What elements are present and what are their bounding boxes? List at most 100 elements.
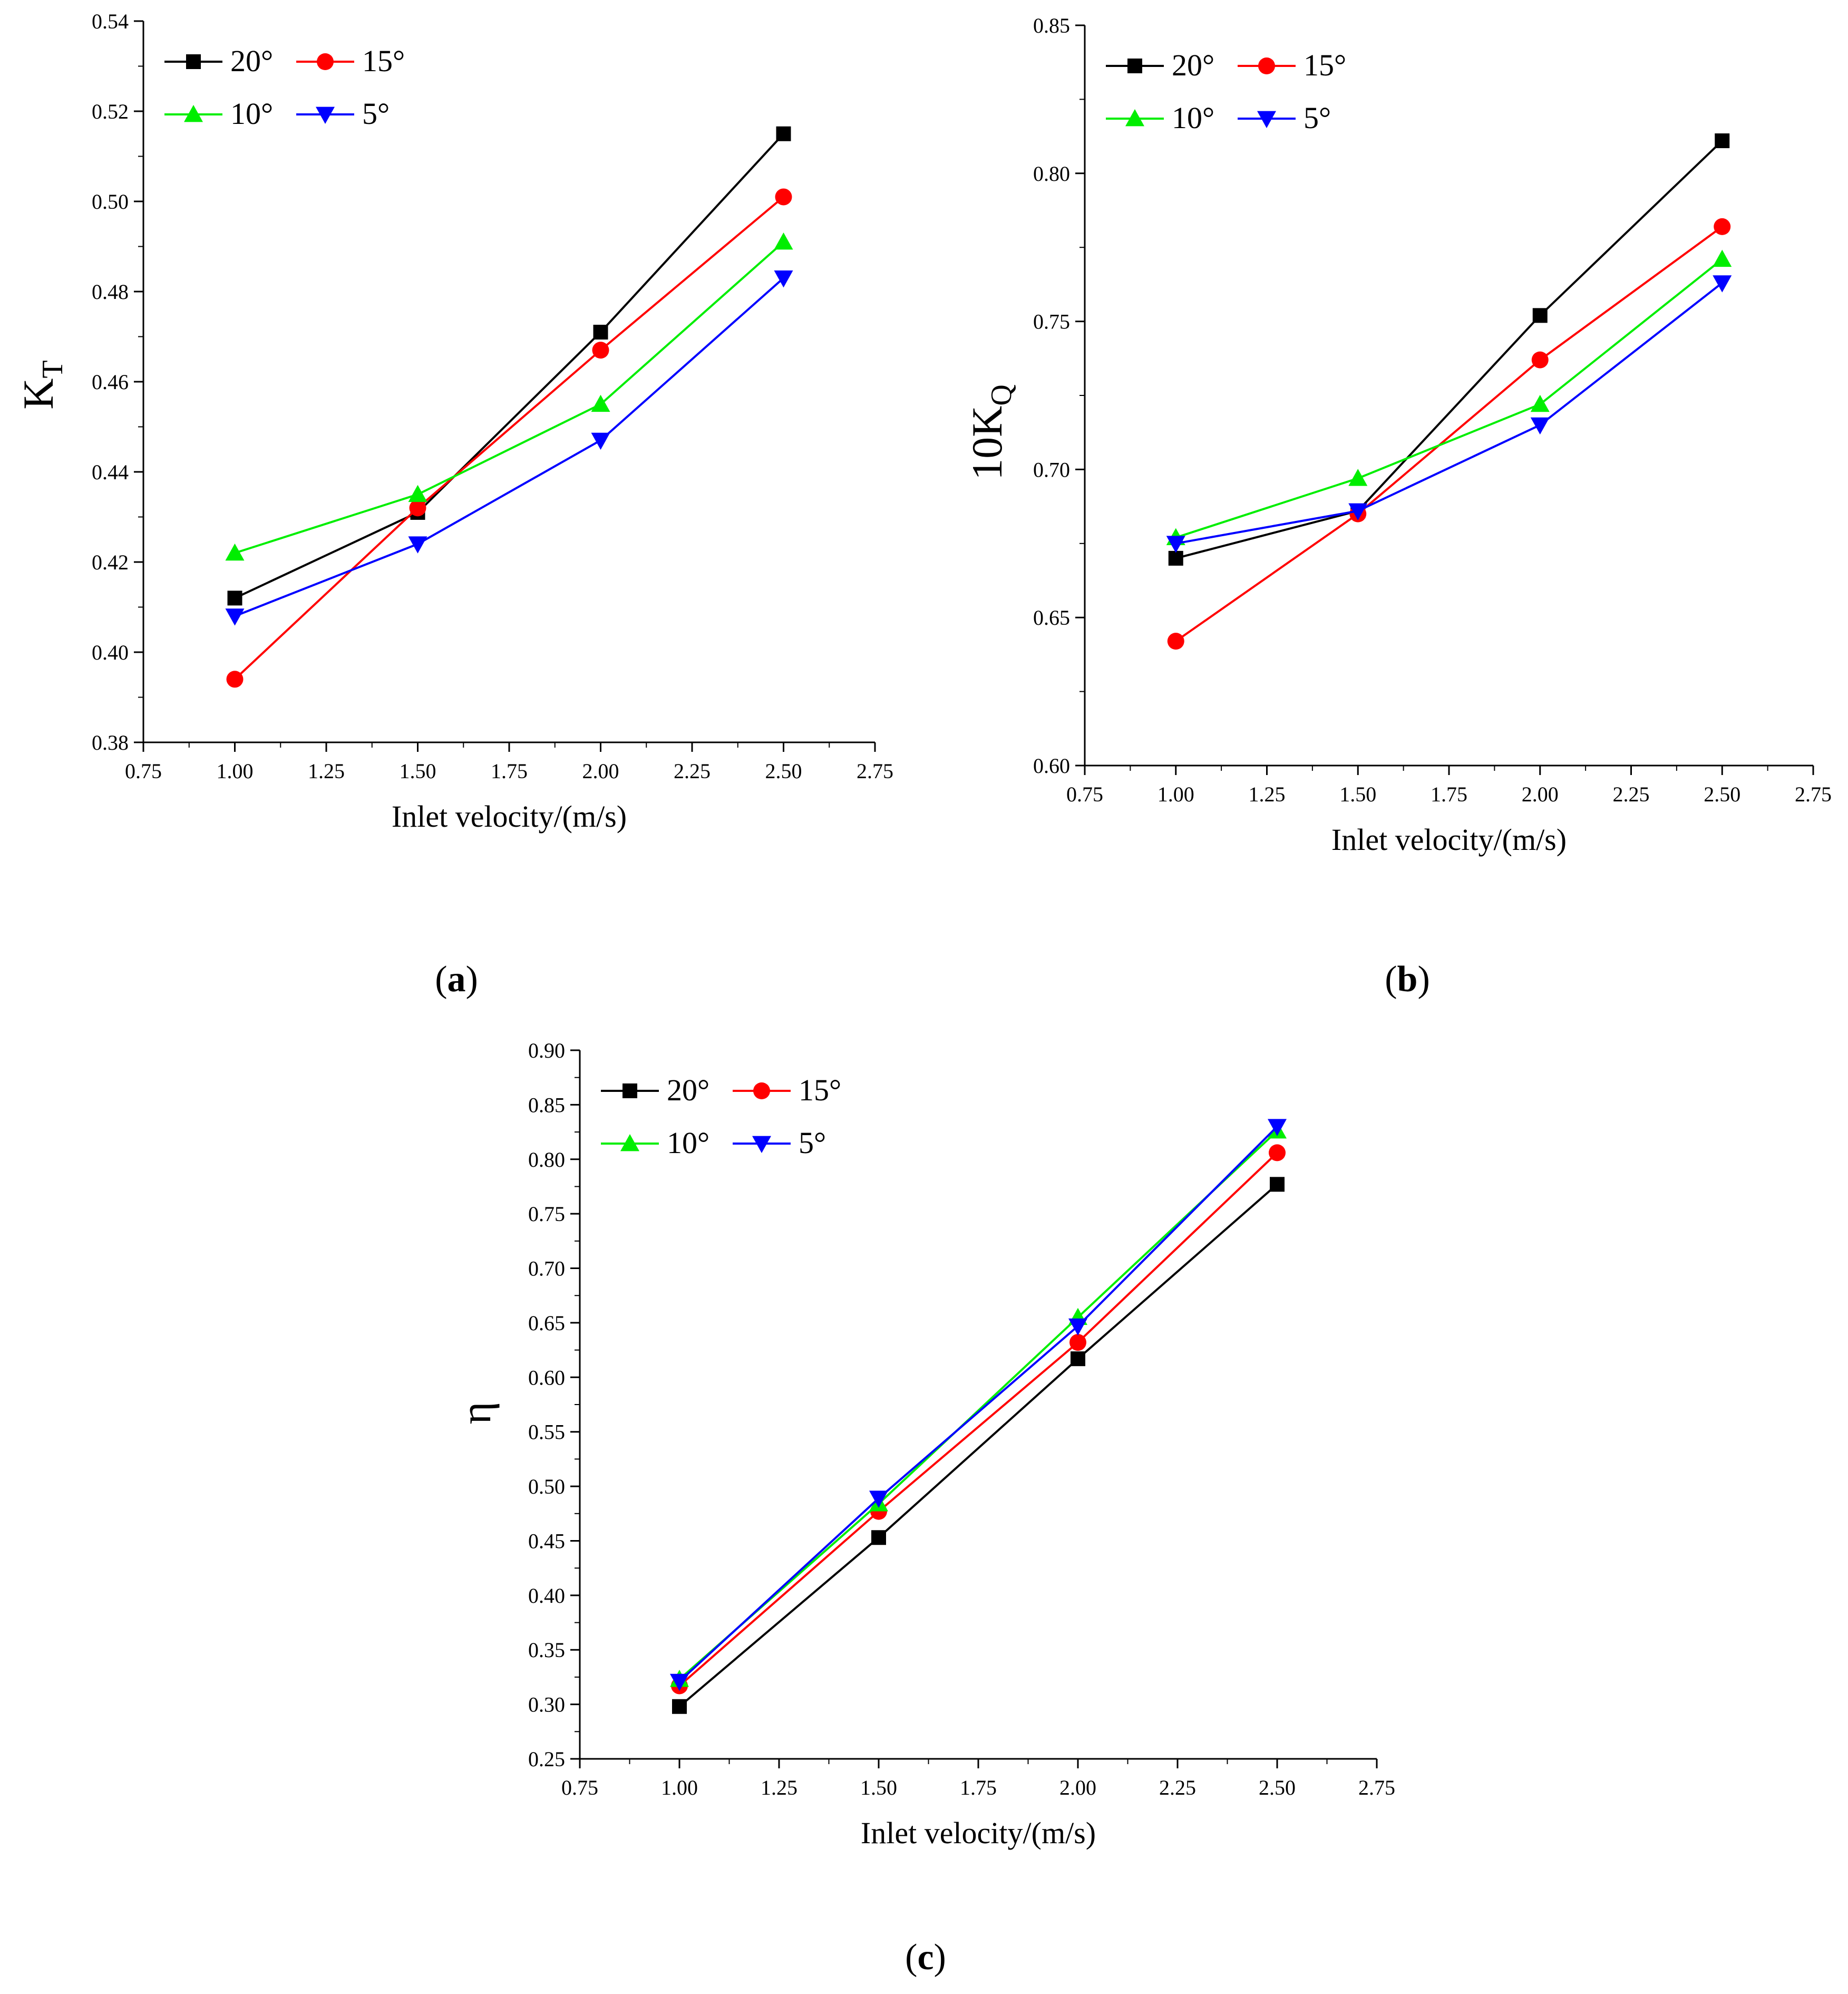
data-point xyxy=(1270,1177,1285,1192)
series-line xyxy=(234,277,784,617)
y-axis-label-main: η xyxy=(452,1402,500,1425)
y-axis-label: 10KQ xyxy=(963,384,1018,480)
y-tick-label: 0.35 xyxy=(528,1638,565,1662)
x-tick-label: 2.25 xyxy=(674,759,711,783)
legend-marker xyxy=(1258,57,1275,74)
data-point xyxy=(1166,536,1185,553)
data-point xyxy=(227,591,242,606)
x-tick-label: 1.25 xyxy=(761,1776,797,1799)
data-point xyxy=(1714,218,1731,235)
legend-marker xyxy=(1125,109,1144,127)
x-tick-label: 1.00 xyxy=(1158,782,1194,806)
x-axis-label: Inlet velocity/(m/s) xyxy=(1331,822,1567,857)
data-point xyxy=(1713,275,1732,293)
series-15deg xyxy=(1167,218,1731,650)
legend-label: 20° xyxy=(230,44,273,78)
series-20deg xyxy=(672,1177,1285,1714)
panel-label: (b) xyxy=(1385,959,1430,1000)
x-tick-label: 1.25 xyxy=(1249,782,1286,806)
legend-marker xyxy=(753,1082,770,1099)
x-tick-label: 1.25 xyxy=(308,759,345,783)
x-tick-label: 2.25 xyxy=(1159,1776,1196,1799)
panel-letter: b xyxy=(1397,959,1418,1000)
legend: 20° 15° 10° 5° xyxy=(1106,48,1346,135)
legend-label: 15° xyxy=(799,1073,841,1107)
y-tick-label: 0.80 xyxy=(528,1148,565,1172)
legend-item: 20° xyxy=(601,1073,709,1107)
y-tick-label: 0.60 xyxy=(528,1366,565,1389)
y-tick-label: 0.80 xyxy=(1033,162,1070,186)
legend-item: 5° xyxy=(1238,101,1331,135)
y-tick-label: 0.75 xyxy=(1033,310,1070,334)
chart-panel-a: 0.75 1.00 1.25 1.50 1.75 2.00 2.25 2.50 2.75 0.38… xyxy=(14,9,893,1000)
y-axis-label: KT xyxy=(14,360,69,409)
legend-label: 10° xyxy=(1172,101,1214,135)
x-tick-label: 0.75 xyxy=(561,1776,598,1799)
data-point xyxy=(409,499,426,517)
y-tick-label: 0.46 xyxy=(92,370,129,394)
x-axis-label: Inlet velocity/(m/s) xyxy=(392,799,627,834)
y-tick-label: 0.44 xyxy=(92,460,129,484)
legend-item: 20° xyxy=(164,44,273,78)
y-tick-label: 0.65 xyxy=(528,1311,565,1335)
y-tick-label: 0.70 xyxy=(1033,458,1070,481)
x-tick-label: 2.25 xyxy=(1613,782,1650,806)
x-tick-label: 1.00 xyxy=(217,759,254,783)
data-point xyxy=(774,232,793,250)
x-tick-label: 2.75 xyxy=(857,759,893,783)
legend-label: 5° xyxy=(799,1126,826,1160)
series-5deg xyxy=(670,1119,1287,1691)
panel-label: (a) xyxy=(435,959,478,1000)
data-point xyxy=(593,324,608,340)
y-tick-label: 0.50 xyxy=(92,190,129,214)
data-point xyxy=(226,671,244,688)
data-point xyxy=(670,1673,689,1691)
y-tick-label: 0.40 xyxy=(92,641,129,664)
x-tick-label: 0.75 xyxy=(1066,782,1103,806)
x-tick-label: 2.00 xyxy=(1059,1776,1096,1799)
legend-item: 10° xyxy=(1106,101,1214,135)
data-point xyxy=(225,608,245,626)
series-line xyxy=(678,1126,1278,1682)
legend-item: 15° xyxy=(296,44,405,78)
y-axis-label-main: 10K xyxy=(963,406,1011,480)
data-point xyxy=(869,1490,888,1508)
data-point xyxy=(408,536,427,554)
y-tick-label: 0.54 xyxy=(92,9,129,33)
data-point xyxy=(1071,1351,1085,1367)
data-point xyxy=(225,543,245,561)
panel-letter: a xyxy=(448,959,466,1000)
y-tick-label: 0.65 xyxy=(1033,606,1070,630)
series-line xyxy=(678,1151,1278,1687)
series-10deg xyxy=(670,1121,1287,1687)
legend-marker xyxy=(186,54,201,69)
y-tick-label: 0.55 xyxy=(528,1420,565,1444)
legend-item: 5° xyxy=(296,96,390,131)
data-point xyxy=(776,126,791,141)
series-20deg xyxy=(1168,133,1730,566)
legend-marker xyxy=(752,1136,771,1153)
data-point xyxy=(408,485,427,502)
x-tick-label: 1.75 xyxy=(1431,782,1467,806)
series-10deg xyxy=(1166,249,1732,545)
x-tick-label: 2.00 xyxy=(1522,782,1559,806)
series-5deg xyxy=(1166,275,1732,553)
x-tick-label: 2.50 xyxy=(765,759,802,783)
data-point xyxy=(1715,133,1730,149)
x-tick-label: 2.00 xyxy=(582,759,619,783)
legend-marker xyxy=(184,105,203,122)
data-point xyxy=(1167,633,1184,650)
y-tick-label: 0.30 xyxy=(528,1693,565,1717)
legend-marker xyxy=(1257,111,1276,128)
legend-label: 10° xyxy=(230,96,273,131)
legend-label: 20° xyxy=(667,1073,709,1107)
series-15deg xyxy=(671,1144,1286,1695)
legend-item: 10° xyxy=(164,96,273,131)
data-point xyxy=(1530,394,1550,412)
legend-label: 10° xyxy=(667,1126,709,1160)
chart-panel-c: 0.75 1.00 1.25 1.50 1.75 2.00 2.25 2.50 2.75 0.25… xyxy=(452,1039,1395,1978)
series-20deg xyxy=(227,126,791,606)
y-tick-label: 0.75 xyxy=(528,1202,565,1226)
series-line xyxy=(234,133,784,599)
